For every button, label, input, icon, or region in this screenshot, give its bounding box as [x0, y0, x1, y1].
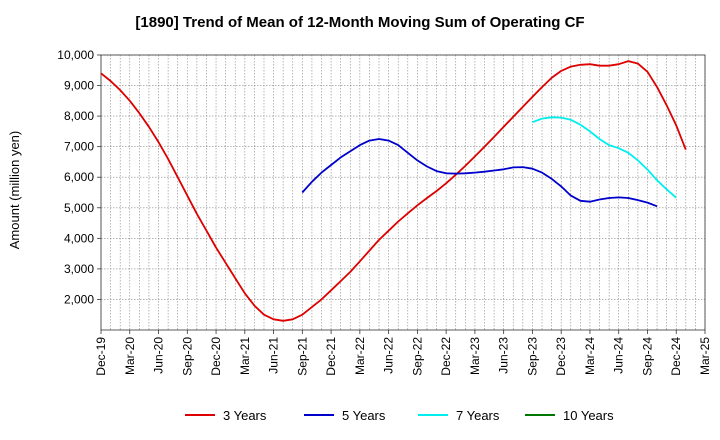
- x-tick-labels: Dec-19 Mar-20 Jun-20 Sep-20 Dec-20 Mar-21 Jun-…: [94, 337, 712, 376]
- x-tick-label: Sep-20: [180, 337, 194, 376]
- x-tick-label: Sep-22: [410, 337, 424, 376]
- y-tick-label: 6,000: [64, 170, 94, 184]
- y-tick-label: 2,000: [64, 292, 94, 306]
- series-lines: [100, 60, 687, 322]
- series-line-3-years: [100, 60, 687, 322]
- x-tick-label: Mar-24: [583, 337, 597, 375]
- y-tick-label: 10,000: [57, 48, 94, 62]
- x-tick-label: Dec-24: [669, 337, 683, 376]
- x-tick-label: Mar-25: [698, 337, 712, 375]
- series-line-7-years: [532, 116, 677, 199]
- x-tick-label: Jun-24: [612, 337, 626, 374]
- legend: 3 Years 5 Years 7 Years 10 Years: [185, 408, 614, 423]
- x-tick-label: Jun-20: [152, 337, 166, 374]
- series-line-5-years: [301, 138, 658, 208]
- y-tick-labels: 2,000 3,000 4,000 5,000 6,000 7,000 8,000 9,000…: [57, 48, 94, 306]
- y-axis-label: Amount (million yen): [7, 131, 22, 250]
- axes: [97, 54, 706, 334]
- x-tick-label: Mar-20: [123, 337, 137, 375]
- x-tick-label: Mar-23: [468, 337, 482, 375]
- plot-frame: [100, 54, 706, 331]
- chart-title: [1890] Trend of Mean of 12-Month Moving …: [135, 14, 585, 31]
- legend-label-10-years: 10 Years: [563, 408, 614, 423]
- legend-label-7-years: 7 Years: [456, 408, 500, 423]
- y-tick-label: 8,000: [64, 109, 94, 123]
- y-tick-label: 7,000: [64, 140, 94, 154]
- x-tick-label: Jun-21: [267, 337, 281, 374]
- x-tick-label: Dec-23: [554, 337, 568, 376]
- x-tick-label: Sep-24: [640, 337, 654, 376]
- x-tick-label: Jun-23: [497, 337, 511, 374]
- x-tick-label: Mar-21: [238, 337, 252, 375]
- x-tick-label: Mar-22: [353, 337, 367, 375]
- x-tick-label: Dec-19: [94, 337, 108, 376]
- x-tick-label: Sep-21: [295, 337, 309, 376]
- legend-label-3-years: 3 Years: [223, 408, 267, 423]
- x-tick-label: Dec-22: [439, 337, 453, 376]
- grid-lines: [100, 54, 706, 330]
- x-tick-label: Dec-21: [324, 337, 338, 376]
- y-tick-label: 5,000: [64, 201, 94, 215]
- y-tick-label: 4,000: [64, 231, 94, 245]
- x-tick-label: Sep-23: [525, 337, 539, 376]
- x-tick-label: Jun-22: [382, 337, 396, 374]
- x-tick-label: Dec-20: [209, 337, 223, 376]
- y-tick-label: 9,000: [64, 79, 94, 93]
- y-tick-label: 3,000: [64, 262, 94, 276]
- legend-label-5-years: 5 Years: [342, 408, 386, 423]
